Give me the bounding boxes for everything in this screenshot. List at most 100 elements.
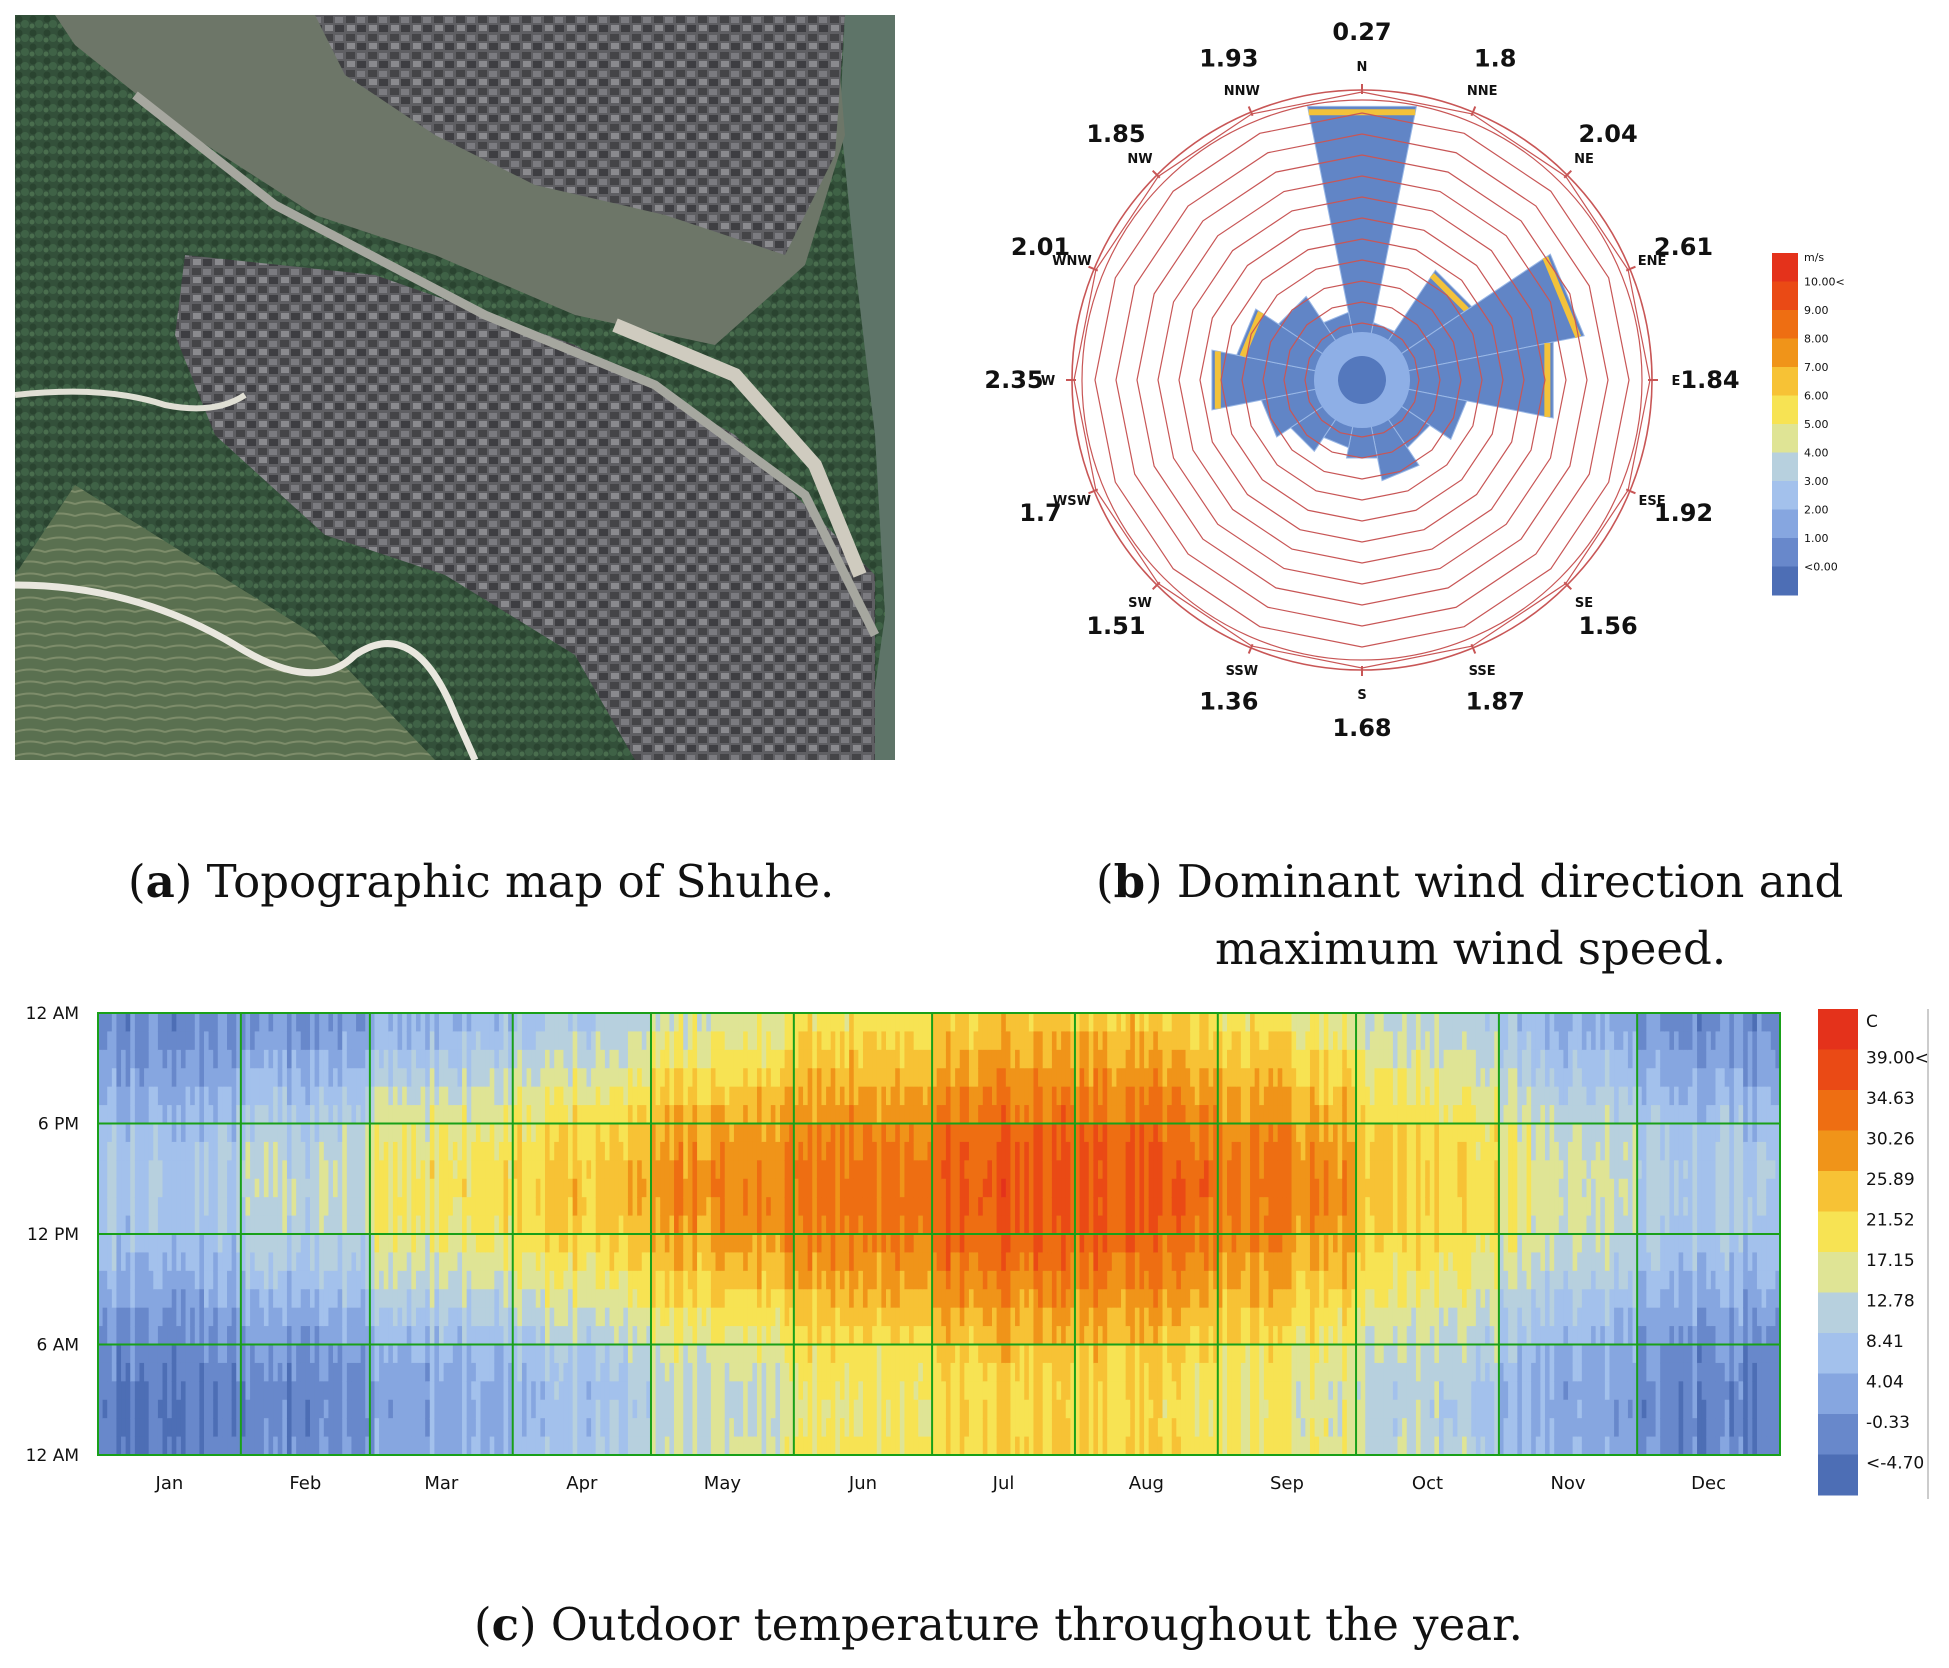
heat-cell	[213, 1307, 219, 1327]
heat-cell	[987, 1362, 993, 1382]
heat-cell	[167, 1344, 173, 1364]
heat-cell	[899, 1436, 906, 1456]
heat-cell	[411, 1197, 417, 1217]
heat-cell	[508, 1399, 514, 1419]
heat-cell	[568, 1068, 574, 1088]
heat-cell	[987, 1160, 993, 1180]
heat-cell	[485, 1197, 491, 1217]
heat-cell	[839, 1160, 846, 1180]
heat-cell	[121, 1270, 127, 1290]
heat-cell	[374, 1326, 380, 1346]
heat-cell	[752, 1160, 758, 1180]
heat-cell	[305, 1105, 311, 1125]
heat-cell	[319, 1399, 325, 1419]
heat-cell	[531, 1178, 537, 1198]
heat-cell	[941, 1418, 947, 1438]
heat-cell	[687, 1381, 694, 1401]
heat-cell	[816, 1215, 823, 1235]
heat-cell	[609, 1344, 615, 1364]
heat-cell	[752, 1215, 758, 1235]
heat-cell	[337, 1399, 343, 1419]
heat-cell	[521, 1178, 528, 1198]
heat-cell	[738, 1215, 744, 1235]
heat-cell	[98, 1234, 104, 1254]
heat-cell	[982, 1234, 988, 1254]
heat-cell	[503, 1381, 509, 1401]
heat-cell	[945, 1068, 952, 1088]
heat-cell	[862, 1344, 869, 1364]
heat-cell	[208, 1381, 214, 1401]
heat-cell	[844, 1086, 850, 1106]
heat-cell	[203, 1123, 210, 1143]
heat-cell	[674, 1031, 680, 1051]
heat-cell	[452, 1362, 459, 1382]
heat-cell	[812, 1436, 818, 1456]
heat-cell	[853, 1215, 859, 1235]
heat-cell	[231, 1013, 237, 1033]
heat-cell	[245, 1307, 251, 1327]
heat-cell	[333, 1362, 339, 1382]
heat-cell	[1028, 1049, 1035, 1069]
heat-cell	[309, 1234, 316, 1254]
heat-cell	[766, 1344, 772, 1364]
heat-cell	[614, 1031, 620, 1051]
heat-cell	[1010, 1362, 1016, 1382]
heat-cell	[586, 1436, 592, 1456]
heat-cell	[254, 1436, 260, 1456]
heat-cell	[333, 1418, 339, 1438]
heat-cell	[263, 1326, 270, 1346]
heat-cell	[812, 1013, 818, 1033]
heat-cell	[245, 1270, 251, 1290]
heat-cell	[439, 1381, 445, 1401]
heat-cell	[144, 1197, 150, 1217]
heat-cell	[650, 1049, 657, 1069]
heat-cell	[462, 1252, 468, 1272]
heat-cell	[259, 1436, 265, 1456]
heat-cell	[153, 1049, 159, 1069]
heat-cell	[291, 1418, 297, 1438]
heat-cell	[991, 1381, 998, 1401]
heat-cell	[932, 1344, 938, 1364]
heat-cell	[521, 1141, 528, 1161]
heat-cell	[429, 1326, 435, 1346]
heat-cell	[351, 1031, 357, 1051]
heat-cell	[397, 1436, 403, 1456]
heat-cell	[305, 1344, 311, 1364]
heat-cell	[144, 1362, 150, 1382]
heat-cell	[254, 1105, 260, 1125]
heat-cell	[1015, 1068, 1021, 1088]
heat-cell	[775, 1049, 781, 1069]
heat-cell	[770, 1031, 777, 1051]
heat-cell	[259, 1013, 265, 1033]
legend-label: <0.00	[1804, 561, 1838, 574]
heat-cell	[333, 1215, 339, 1235]
heat-cell	[959, 1307, 965, 1327]
heat-cell	[761, 1344, 767, 1364]
heat-cell	[950, 1123, 956, 1143]
heat-cell	[227, 1252, 233, 1272]
heat-cell	[697, 1178, 703, 1198]
heat-cell	[406, 1105, 412, 1125]
heat-cell	[494, 1234, 500, 1254]
heat-cell	[549, 1105, 555, 1125]
heat-cell	[402, 1197, 408, 1217]
heat-cell	[766, 1270, 772, 1290]
heat-cell	[333, 1344, 339, 1364]
heat-cell	[254, 1013, 260, 1033]
heat-cell	[706, 1289, 712, 1309]
heat-cell	[1024, 1123, 1030, 1143]
heat-cell	[701, 1307, 707, 1327]
heat-cell	[743, 1326, 749, 1346]
heat-cell	[448, 1436, 454, 1456]
heat-cell	[98, 1105, 104, 1125]
heat-cell	[397, 1252, 403, 1272]
heat-cell	[213, 1362, 219, 1382]
heat-cell	[568, 1086, 574, 1106]
heat-cell	[683, 1031, 689, 1051]
heat-cell	[521, 1160, 528, 1180]
heat-cell	[517, 1436, 523, 1456]
heat-cell	[743, 1141, 749, 1161]
heat-cell	[978, 1031, 984, 1051]
heat-cell	[448, 1105, 454, 1125]
heat-cell	[227, 1197, 233, 1217]
